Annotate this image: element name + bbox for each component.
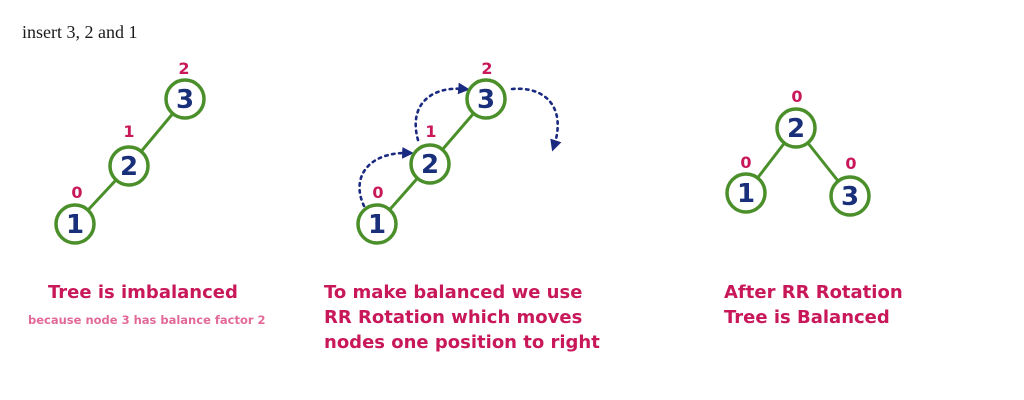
balance-factor-node-3: 2 [178, 59, 189, 78]
balance-factor-node-2: 1 [123, 122, 134, 141]
node-3: 3 [829, 175, 871, 217]
node-3: 3 [465, 78, 507, 120]
node-2-label: 2 [787, 114, 805, 144]
rotation-arrow-3-down [510, 87, 562, 152]
panel-imbalanced-tree: 3 2 1 2 1 0 [54, 59, 206, 245]
balance-factor-node-3: 0 [845, 154, 856, 173]
node-3-label: 3 [477, 85, 495, 115]
balance-factor-node-3: 2 [481, 59, 492, 78]
balance-factor-node-1: 0 [71, 183, 82, 202]
caption-rotation-line-3: nodes one position to right [324, 332, 600, 353]
panel-balanced-tree: 2 1 3 0 0 0 [725, 87, 871, 217]
caption-balanced-line-2: Tree is Balanced [724, 307, 890, 328]
node-1-label: 1 [66, 210, 84, 240]
caption-rotation: To make balanced we use RR Rotation whic… [324, 280, 600, 355]
node-3: 3 [164, 78, 206, 120]
node-1: 1 [356, 203, 398, 245]
panel-rotation: 3 2 1 2 1 0 [356, 59, 562, 245]
node-1-label: 1 [368, 210, 386, 240]
node-2-label: 2 [421, 150, 439, 180]
caption-balanced-line-1: After RR Rotation [724, 282, 903, 303]
balance-factor-node-2: 1 [425, 122, 436, 141]
node-3-label: 3 [841, 182, 859, 212]
balance-factor-node-2: 0 [791, 87, 802, 106]
caption-rotation-line-1: To make balanced we use [324, 282, 583, 303]
node-2: 2 [775, 107, 817, 149]
caption-imbalanced-detail: because node 3 has balance factor 2 [28, 313, 266, 327]
diagram-title: insert 3, 2 and 1 [22, 22, 138, 42]
caption-imbalanced: Tree is imbalanced [48, 282, 238, 303]
node-1: 1 [54, 203, 96, 245]
rotation-arrow-2-to-3 [414, 82, 470, 142]
balance-factor-node-1: 0 [372, 183, 383, 202]
caption-rotation-line-2: RR Rotation which moves [324, 307, 583, 328]
node-2-label: 2 [120, 152, 138, 182]
node-3-label: 3 [176, 85, 194, 115]
node-1-label: 1 [737, 179, 755, 209]
caption-balanced: After RR Rotation Tree is Balanced [724, 280, 903, 330]
node-2: 2 [108, 145, 150, 187]
node-1: 1 [725, 172, 767, 214]
balance-factor-node-1: 0 [740, 153, 751, 172]
rotation-arrow-1-to-2 [358, 147, 414, 208]
node-2: 2 [409, 143, 451, 185]
